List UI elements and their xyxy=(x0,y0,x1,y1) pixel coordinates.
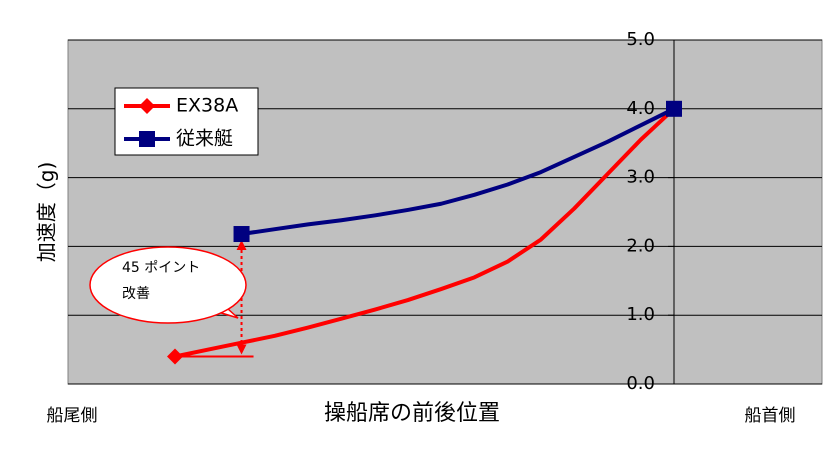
annotation-text: 45 ポイント xyxy=(122,260,200,276)
arrow-head xyxy=(236,240,247,251)
marker xyxy=(666,100,682,117)
arrow-head xyxy=(236,344,247,355)
legend-label: EX38A xyxy=(176,95,238,117)
y-tick-label: 4.0 xyxy=(626,98,655,119)
annotation-text: 改善 xyxy=(122,286,150,302)
marker xyxy=(167,348,183,365)
legend-label: 従来艇 xyxy=(176,128,233,150)
x-right-label: 船首側 xyxy=(745,406,796,426)
y-axis-label: 加速度（g) xyxy=(35,162,59,263)
y-tick-label: 0.0 xyxy=(626,373,655,394)
marker xyxy=(233,226,250,243)
callout xyxy=(89,246,247,324)
legend-box xyxy=(114,87,259,156)
series-line xyxy=(174,107,676,359)
x-left-label: 船尾側 xyxy=(47,406,98,426)
y-tick-label: 3.0 xyxy=(626,167,655,188)
x-axis-label: 操船席の前後位置 xyxy=(324,401,500,426)
y-tick-label: 1.0 xyxy=(626,304,655,325)
legend-marker xyxy=(139,131,155,147)
y-tick-label: 2.0 xyxy=(626,235,655,256)
legend-marker xyxy=(139,98,155,114)
series-line xyxy=(241,107,675,236)
y-tick-label: 5.0 xyxy=(626,29,655,50)
